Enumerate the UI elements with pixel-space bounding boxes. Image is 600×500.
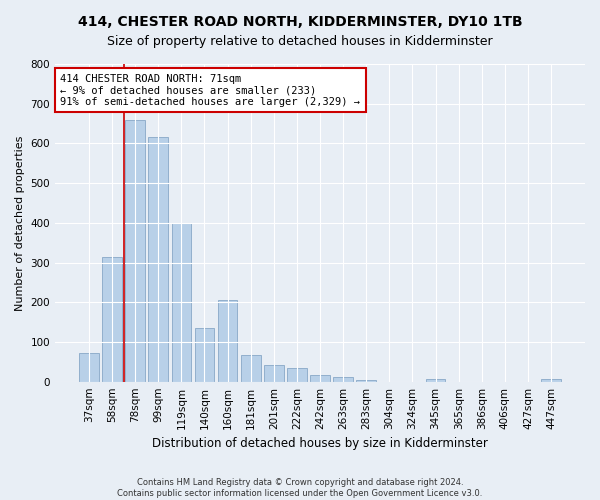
Text: 414, CHESTER ROAD NORTH, KIDDERMINSTER, DY10 1TB: 414, CHESTER ROAD NORTH, KIDDERMINSTER, … xyxy=(77,15,523,29)
Bar xyxy=(125,120,145,382)
Text: 414 CHESTER ROAD NORTH: 71sqm
← 9% of detached houses are smaller (233)
91% of s: 414 CHESTER ROAD NORTH: 71sqm ← 9% of de… xyxy=(61,74,361,106)
Bar xyxy=(310,374,330,382)
Bar xyxy=(241,355,260,382)
Y-axis label: Number of detached properties: Number of detached properties xyxy=(15,135,25,310)
Bar xyxy=(172,223,191,382)
Bar xyxy=(194,328,214,382)
X-axis label: Distribution of detached houses by size in Kidderminster: Distribution of detached houses by size … xyxy=(152,437,488,450)
Bar xyxy=(218,300,238,382)
Bar xyxy=(287,368,307,382)
Bar xyxy=(79,353,99,382)
Text: Size of property relative to detached houses in Kidderminster: Size of property relative to detached ho… xyxy=(107,35,493,48)
Bar xyxy=(264,364,284,382)
Bar xyxy=(426,379,445,382)
Bar xyxy=(102,256,122,382)
Bar xyxy=(148,138,168,382)
Text: Contains HM Land Registry data © Crown copyright and database right 2024.
Contai: Contains HM Land Registry data © Crown c… xyxy=(118,478,482,498)
Bar xyxy=(356,380,376,382)
Bar xyxy=(334,377,353,382)
Bar xyxy=(541,378,561,382)
